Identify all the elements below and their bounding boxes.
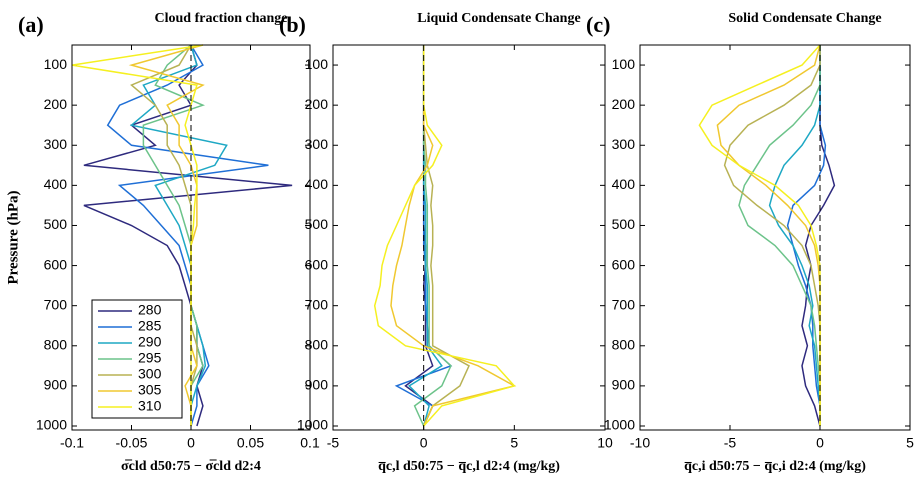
x-tick-label: 0 <box>816 435 824 451</box>
x-tick-label: 0 <box>187 435 195 451</box>
y-axis-label: Pressure (hPa) <box>5 190 21 284</box>
plot-frame <box>332 44 606 431</box>
y-tick-label: 100 <box>305 56 329 72</box>
plot-area <box>333 45 605 430</box>
y-tick-label: 1000 <box>36 417 67 433</box>
plot-area <box>640 45 910 430</box>
y-tick-label: 400 <box>305 176 329 192</box>
panel-title: Cloud fraction change <box>155 11 288 26</box>
y-tick-label: 100 <box>44 56 68 72</box>
panel-label: (c) <box>586 12 610 37</box>
panel-label: (a) <box>18 12 44 37</box>
legend-label: 280 <box>138 302 162 318</box>
series-line <box>698 44 821 426</box>
y-tick-label: 800 <box>305 336 329 352</box>
y-tick-label: 400 <box>44 176 68 192</box>
y-tick-label: 300 <box>44 136 68 152</box>
legend-label: 300 <box>138 366 162 382</box>
legend-label: 290 <box>138 334 162 350</box>
x-tick-label: -5 <box>724 435 737 451</box>
x-tick-label: 10 <box>597 435 613 451</box>
x-tick-label: -10 <box>630 435 650 451</box>
x-tick-label: 5 <box>906 435 914 451</box>
series-line <box>106 44 269 427</box>
y-tick-label: 200 <box>305 96 329 112</box>
series-line <box>71 44 204 426</box>
y-tick-label: 700 <box>44 296 68 312</box>
x-tick-label: -5 <box>327 435 340 451</box>
series-line <box>129 44 228 426</box>
panel-title: Solid Condensate Change <box>728 11 881 26</box>
x-tick-label: 5 <box>510 435 518 451</box>
y-tick-label: 900 <box>612 377 636 393</box>
y-tick-label: 500 <box>305 216 329 232</box>
x-tick-label: 0.1 <box>300 435 320 451</box>
series-line <box>738 45 821 426</box>
legend-label: 295 <box>138 350 162 366</box>
x-tick-label: 0 <box>420 435 428 451</box>
x-tick-label: -0.05 <box>116 435 148 451</box>
legend-label: 285 <box>138 318 162 334</box>
y-tick-label: 200 <box>44 96 68 112</box>
series-line <box>142 44 206 426</box>
y-tick-label: 800 <box>612 336 636 352</box>
y-tick-label: 300 <box>612 136 636 152</box>
y-tick-label: 100 <box>612 56 636 72</box>
x-axis-label: q̅c,i d50:75 − q̅c,i d2:4 (mg/kg) <box>684 459 866 474</box>
y-tick-label: 500 <box>612 216 636 232</box>
x-axis-label: q̅c,l d50:75 − q̅c,l d2:4 (mg/kg) <box>378 459 560 474</box>
y-tick-label: 700 <box>612 296 636 312</box>
y-tick-label: 400 <box>612 176 636 192</box>
y-tick-label: 600 <box>612 256 636 272</box>
y-tick-label: 700 <box>305 296 329 312</box>
legend-label: 305 <box>138 382 162 398</box>
y-tick-label: 600 <box>44 256 68 272</box>
plot-frame <box>639 44 911 431</box>
y-tick-label: 300 <box>305 136 329 152</box>
plot-frame <box>71 44 311 431</box>
x-tick-label: -0.1 <box>60 435 84 451</box>
x-axis-label: σ̅cld d50:75 − σ̅cld d2:4 <box>121 458 261 474</box>
y-tick-label: 500 <box>44 216 68 232</box>
y-tick-label: 900 <box>44 377 68 393</box>
y-tick-label: 600 <box>305 256 329 272</box>
series-line <box>373 45 516 427</box>
series-line <box>768 45 821 426</box>
y-tick-label: 1000 <box>297 417 328 433</box>
y-tick-label: 800 <box>44 336 68 352</box>
y-tick-label: 1000 <box>604 417 635 433</box>
x-tick-label: 0.05 <box>237 435 264 451</box>
y-tick-label: 900 <box>305 377 329 393</box>
legend-label: 310 <box>138 398 162 414</box>
panel-label: (b) <box>279 12 306 37</box>
y-tick-label: 200 <box>612 96 636 112</box>
series-line <box>128 44 205 426</box>
panel-title: Liquid Condensate Change <box>417 11 580 26</box>
